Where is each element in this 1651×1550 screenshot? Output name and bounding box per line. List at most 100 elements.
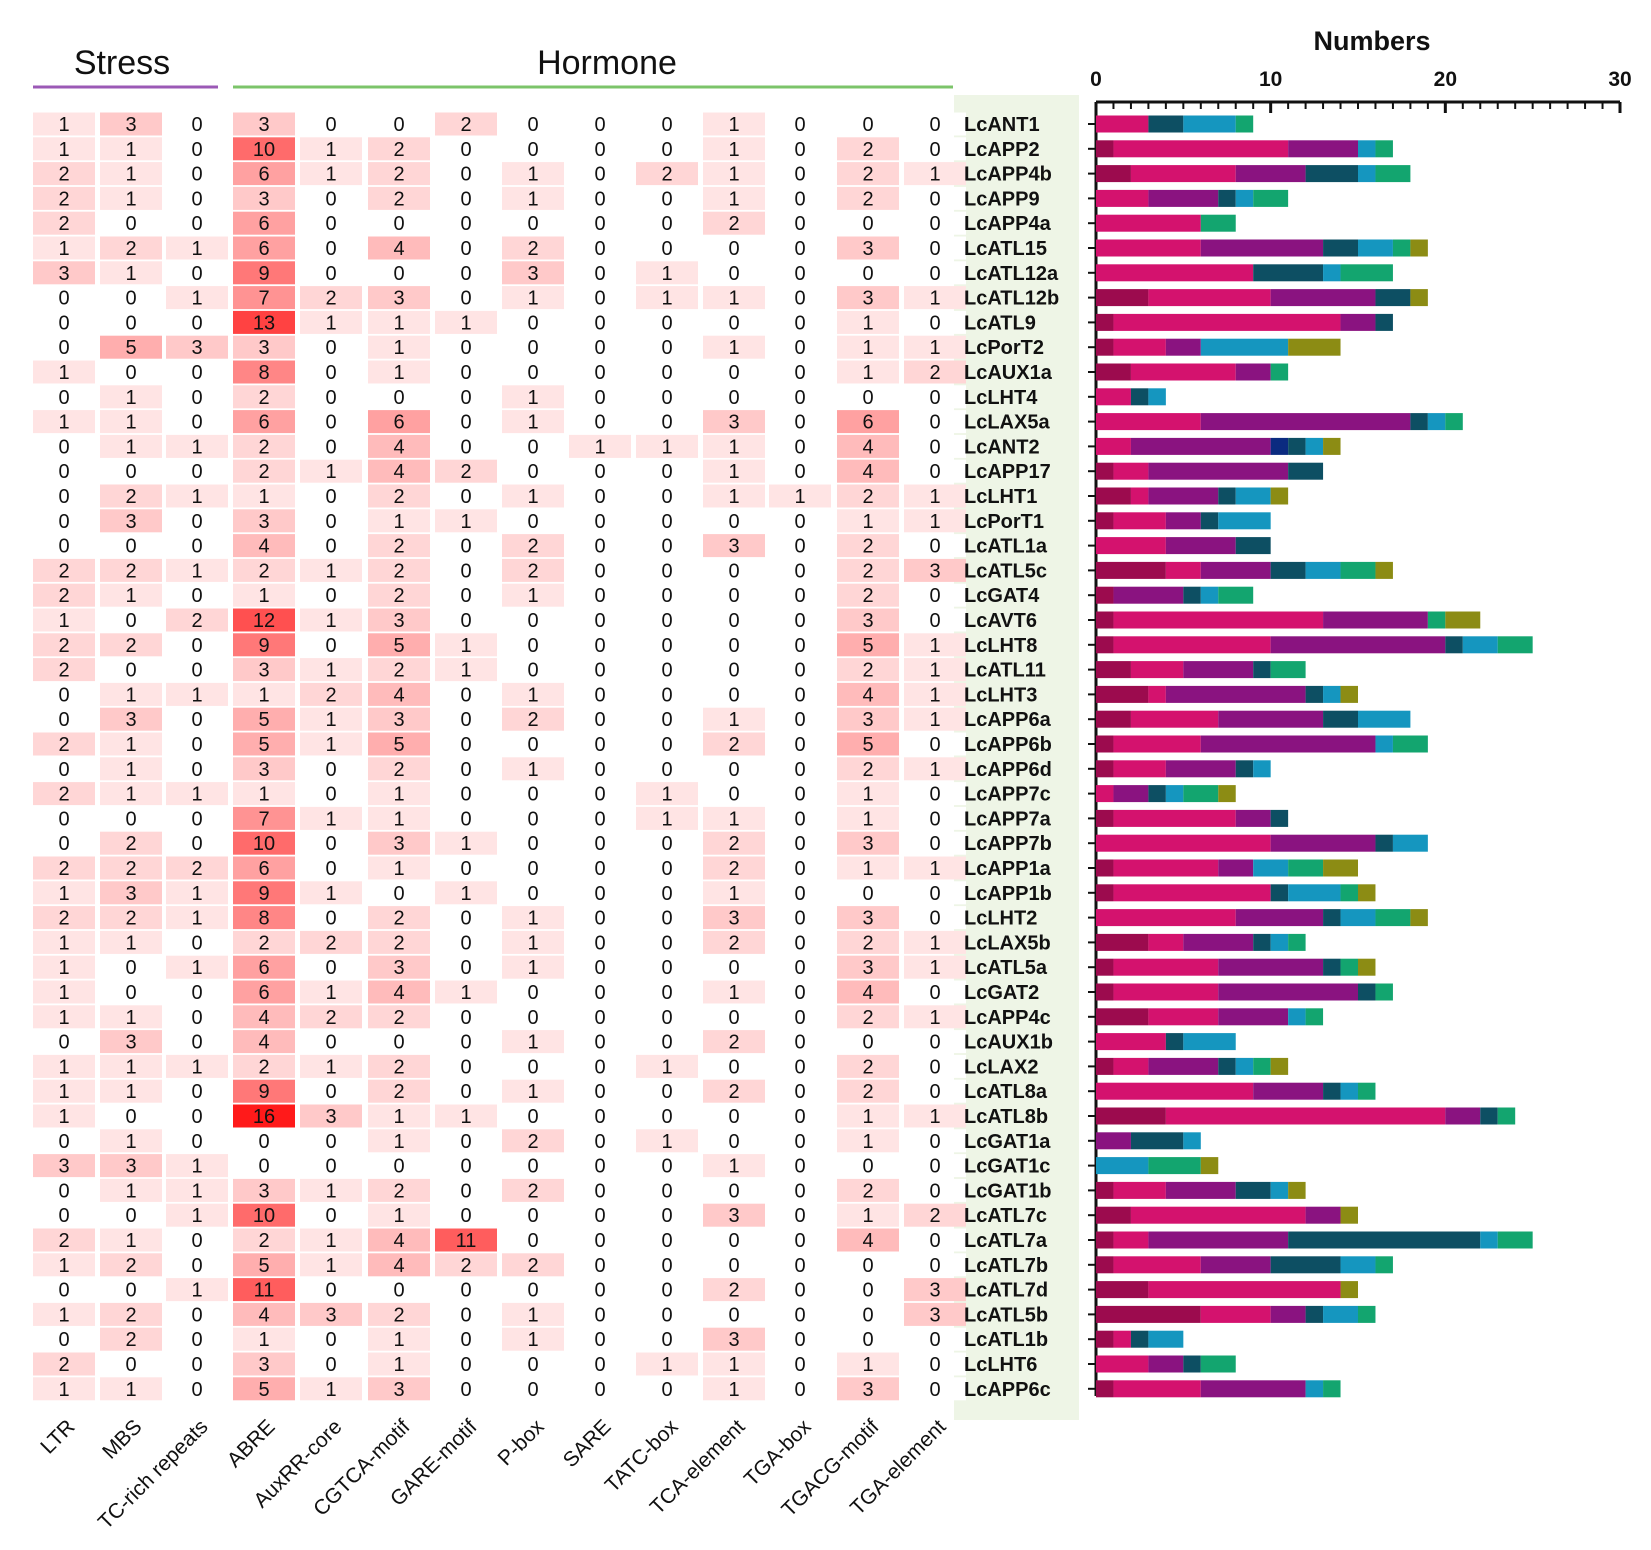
column-label: SARE <box>559 1415 616 1472</box>
heatmap-cell <box>502 1228 564 1252</box>
heatmap-cell <box>233 509 295 533</box>
gene-label: LcPorT2 <box>964 337 1044 359</box>
heatmap-cell <box>569 1005 631 1029</box>
heatmap-cell <box>837 707 899 731</box>
heatmap-cell <box>233 385 295 409</box>
heatmap-cell-value: 0 <box>460 759 471 781</box>
heatmap-cell-value: 1 <box>325 1230 336 1252</box>
heatmap-cell <box>502 484 564 508</box>
heatmap-cell-value: 0 <box>794 1156 805 1178</box>
heatmap-cell-value: 0 <box>794 337 805 359</box>
bar-segment <box>1148 189 1219 207</box>
heatmap-cell <box>636 1203 698 1227</box>
heatmap-cell <box>837 930 899 954</box>
heatmap-cell-value: 0 <box>661 560 672 582</box>
heatmap-cell <box>904 732 966 756</box>
heatmap-cell <box>166 1327 228 1351</box>
bar-segment <box>1340 1206 1358 1224</box>
bar-segment <box>1270 487 1289 505</box>
heatmap-cell-value: 3 <box>862 833 873 855</box>
heatmap-cell-value: 1 <box>325 164 336 186</box>
heatmap-cell-value: 0 <box>125 808 136 830</box>
heatmap-cell-value: 0 <box>58 1032 69 1054</box>
heatmap-cell <box>100 682 162 706</box>
heatmap-cell <box>904 1005 966 1029</box>
heatmap-cell-value: 4 <box>393 436 404 458</box>
bar-segment <box>1270 363 1289 381</box>
heatmap-cell-value: 1 <box>929 164 940 186</box>
heatmap-cell <box>837 1203 899 1227</box>
heatmap-cell <box>636 757 698 781</box>
heatmap-cell-value: 0 <box>460 1180 471 1202</box>
heatmap-cell-value: 0 <box>191 1379 202 1401</box>
heatmap-cell-value: 0 <box>728 957 739 979</box>
bar-segment <box>1375 735 1393 753</box>
heatmap-cell <box>502 757 564 781</box>
heatmap-cell-value: 0 <box>460 139 471 161</box>
bar-segment <box>1096 1057 1114 1075</box>
heatmap-cell-value: 0 <box>929 1156 940 1178</box>
heatmap-cell <box>435 286 497 310</box>
heatmap-cell <box>166 360 228 384</box>
heatmap-cell-value: 2 <box>527 1131 538 1153</box>
bar-segment <box>1375 983 1393 1001</box>
heatmap-cell <box>769 782 831 806</box>
heatmap-cell <box>233 757 295 781</box>
bar-segment <box>1305 1380 1324 1398</box>
bar-segment <box>1445 636 1463 654</box>
heatmap-cell <box>100 162 162 186</box>
heatmap-cell-value: 0 <box>527 114 538 136</box>
heatmap-cell <box>300 1054 362 1078</box>
heatmap-cell <box>368 1327 430 1351</box>
heatmap-cell-value: 0 <box>460 908 471 930</box>
heatmap-cell <box>703 558 765 582</box>
heatmap-cell <box>904 881 966 905</box>
heatmap-cell-value: 0 <box>594 1304 605 1326</box>
heatmap-cell-value: 2 <box>527 238 538 260</box>
heatmap-cell <box>703 211 765 235</box>
heatmap-cell <box>368 980 430 1004</box>
heatmap-cell <box>435 732 497 756</box>
heatmap-cell-value: 0 <box>460 536 471 558</box>
heatmap-cell <box>368 682 430 706</box>
heatmap-cell-value: 0 <box>125 610 136 632</box>
heatmap-cell <box>769 1030 831 1054</box>
heatmap-cell-value: 1 <box>125 684 136 706</box>
heatmap-cell <box>166 286 228 310</box>
heatmap-cell <box>435 608 497 632</box>
heatmap-cell <box>502 286 564 310</box>
heatmap-cell <box>636 509 698 533</box>
bar-segment <box>1200 561 1271 579</box>
heatmap-cell <box>33 360 95 384</box>
heatmap-cell-value: 3 <box>862 238 873 260</box>
heatmap-cell <box>703 1352 765 1376</box>
heatmap-cell <box>368 881 430 905</box>
heatmap-cell <box>100 856 162 880</box>
bar-segment <box>1096 611 1114 629</box>
heatmap-cell <box>837 484 899 508</box>
heatmap-cell <box>233 1302 295 1326</box>
heatmap-cell <box>233 484 295 508</box>
bar-segment <box>1340 264 1393 282</box>
heatmap-cell <box>703 310 765 334</box>
heatmap-cell <box>837 1054 899 1078</box>
heatmap-cell <box>904 980 966 1004</box>
heatmap-cell-value: 2 <box>393 585 404 607</box>
heatmap-cell-value: 0 <box>527 213 538 235</box>
heatmap-cell-value: 0 <box>929 114 940 136</box>
bar-segment <box>1235 115 1254 133</box>
heatmap-cell <box>904 434 966 458</box>
heatmap-cell <box>769 1079 831 1103</box>
heatmap-cell-value: 0 <box>125 660 136 682</box>
bar-segment <box>1200 413 1411 431</box>
heatmap-cell <box>837 112 899 136</box>
heatmap-cell-value: 1 <box>125 1230 136 1252</box>
heatmap-cell-value: 0 <box>594 560 605 582</box>
heatmap-cell-value: 0 <box>460 486 471 508</box>
heatmap-cell <box>435 112 497 136</box>
heatmap-cell-value: 0 <box>929 1131 940 1153</box>
heatmap-cell-value: 0 <box>728 1131 739 1153</box>
heatmap-cell <box>33 682 95 706</box>
heatmap-cell-value: 2 <box>125 858 136 880</box>
heatmap-cell-value: 1 <box>728 1379 739 1401</box>
